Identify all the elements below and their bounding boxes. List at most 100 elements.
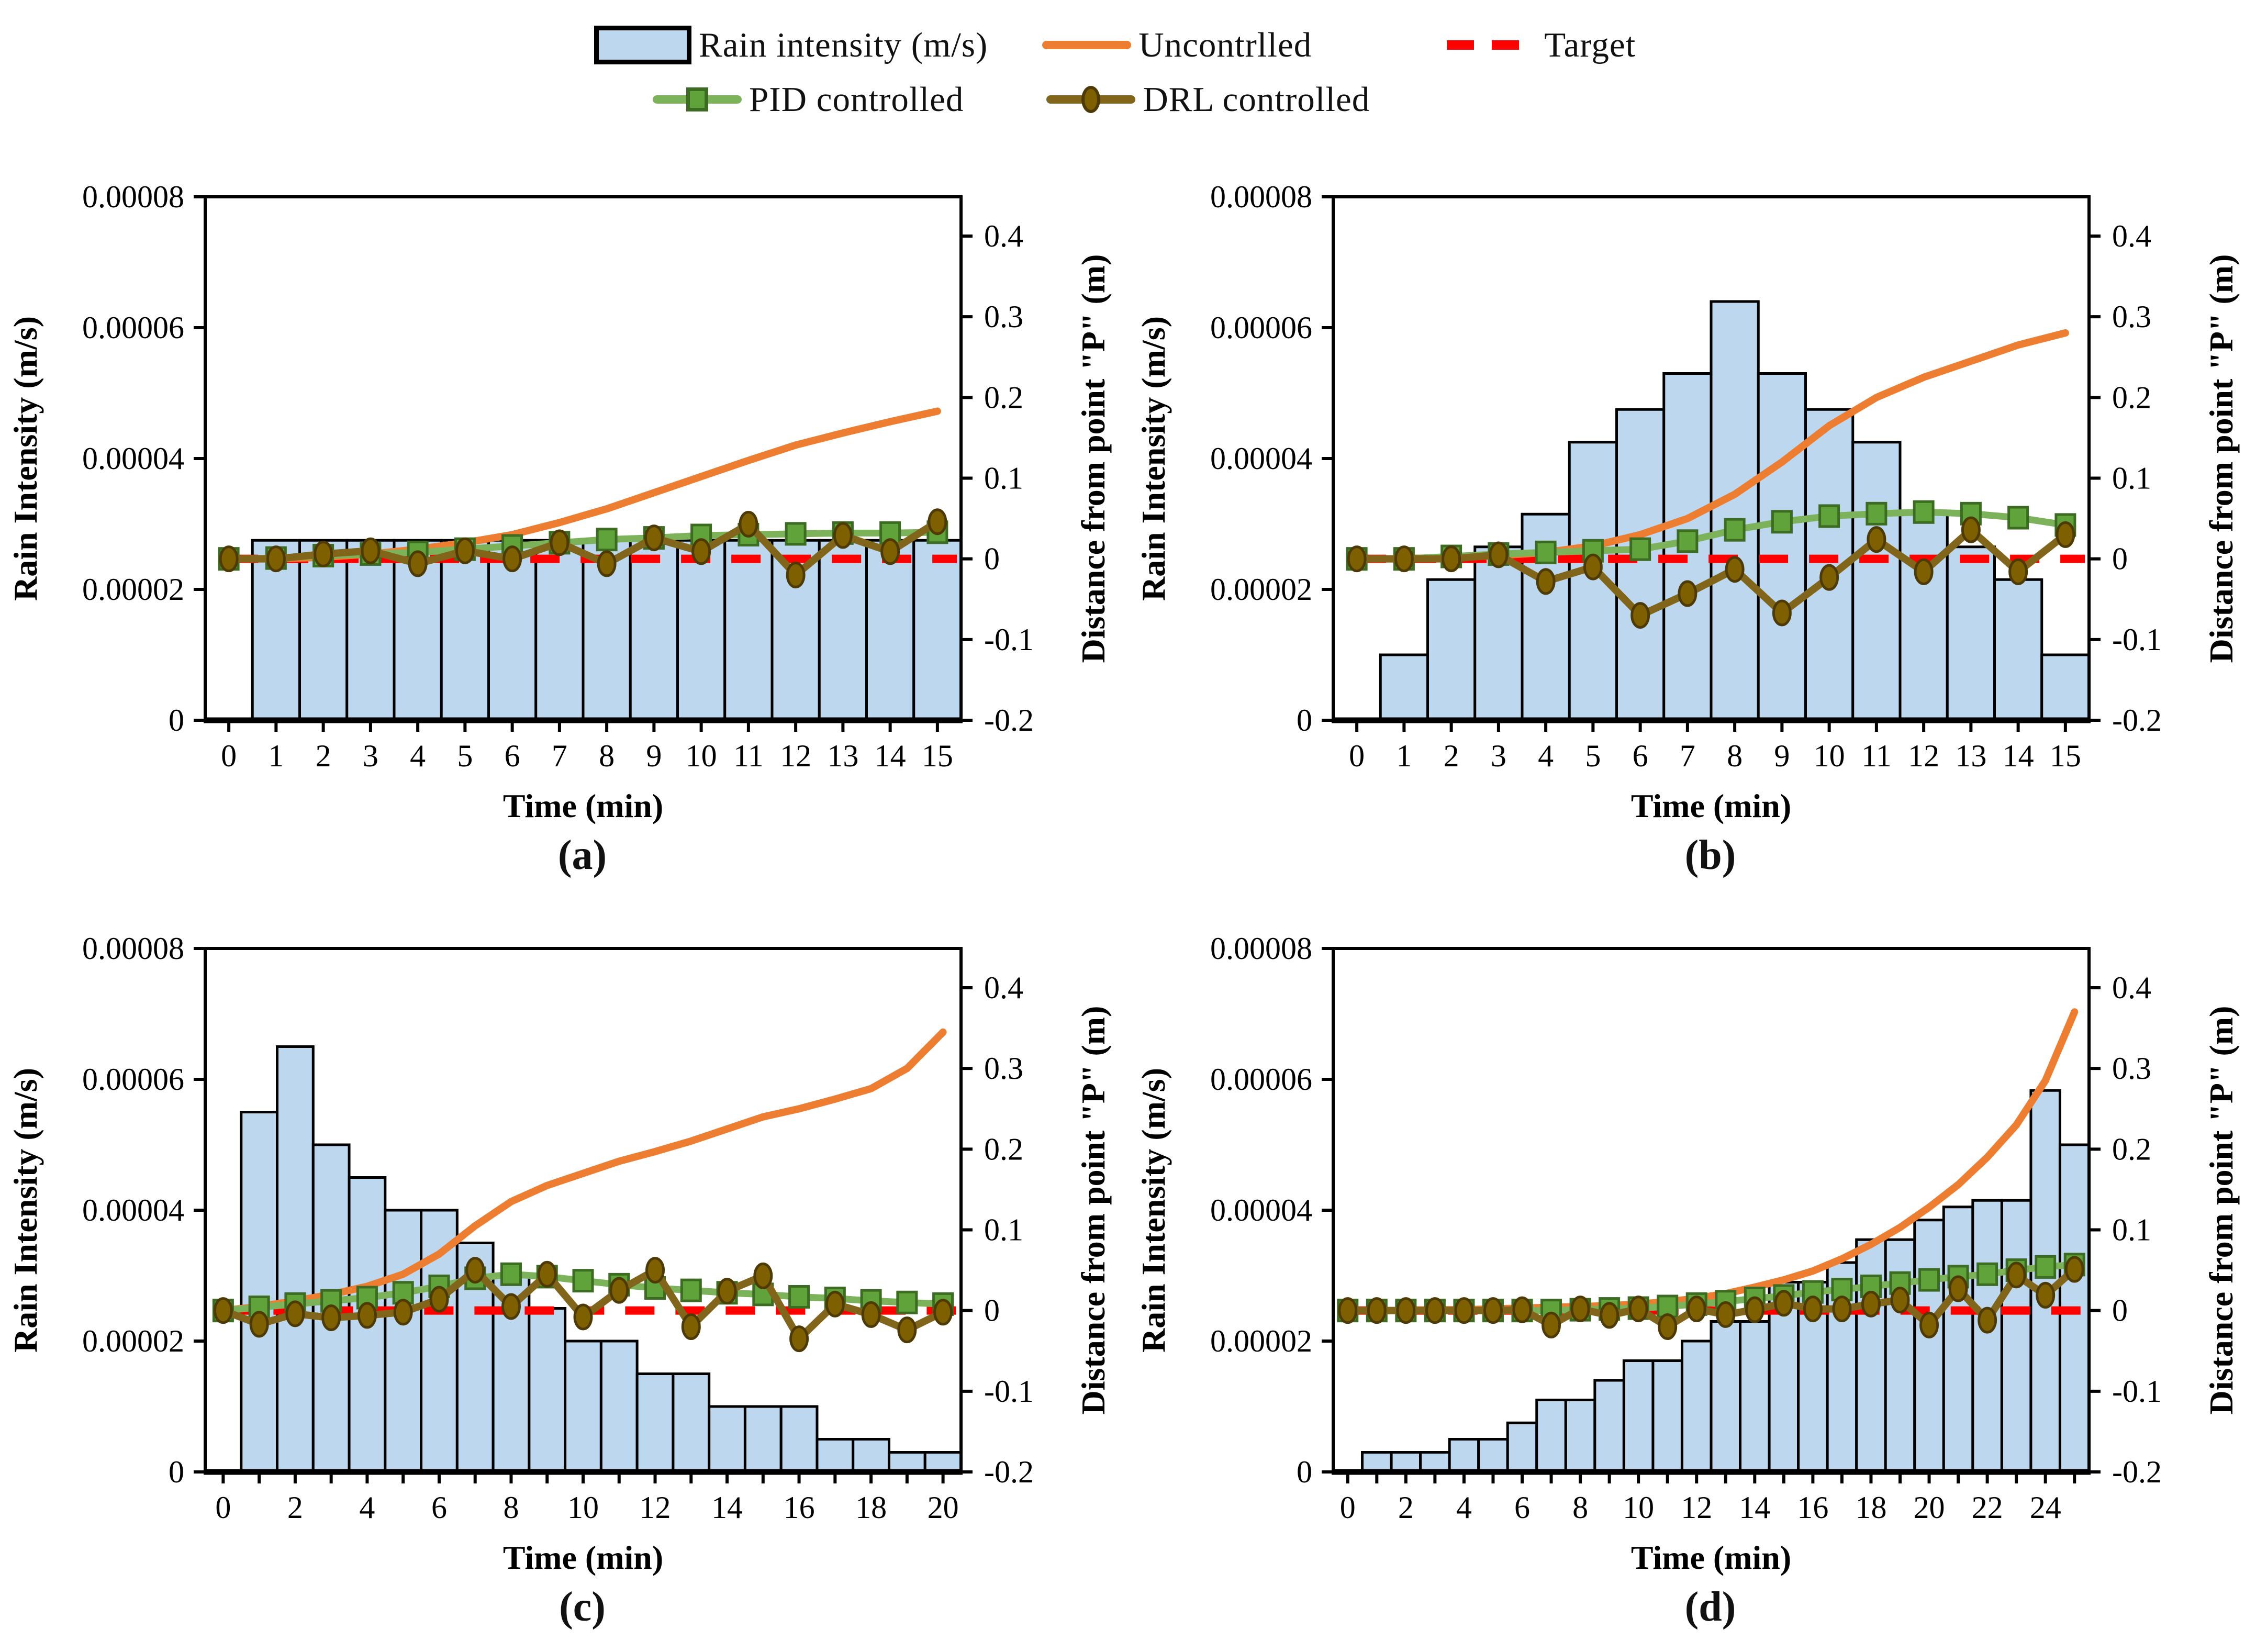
svg-text:16: 16 [1797,1490,1828,1525]
dashed-line-swatch-icon [1447,40,1537,50]
svg-text:12: 12 [1908,739,1939,773]
legend-item-uncontrolled: Uncontrlled [1042,25,1312,65]
panel-d: 0 0.00002 0.00004 0.00006 0.00008 -0.2 -0.1 0 0.… [1128,900,2256,1652]
svg-text:0: 0 [1349,739,1365,773]
svg-text:-0.2: -0.2 [2112,1455,2162,1489]
svg-text:6: 6 [505,739,520,773]
svg-text:12: 12 [1681,1490,1712,1525]
legend-row-1: Rain intensity (m/s) Uncontrlled Target [594,18,2256,72]
svg-text:0.3: 0.3 [2112,1051,2151,1086]
svg-text:0.1: 0.1 [984,461,1023,496]
line-circle-swatch-icon [1046,86,1136,113]
svg-text:10: 10 [1623,1490,1654,1525]
svg-text:3: 3 [363,739,378,773]
svg-text:Distance from point "P" (m): Distance from point "P" (m) [2203,1006,2240,1415]
svg-text:0.00006: 0.00006 [1210,310,1312,345]
svg-text:-0.1: -0.1 [984,1374,1034,1409]
svg-text:0.00004: 0.00004 [1210,1193,1312,1227]
panel-b-caption: (b) [1684,832,1736,878]
svg-text:20: 20 [928,1490,959,1525]
svg-text:Rain Intensity (m/s): Rain Intensity (m/s) [1135,1068,1172,1353]
svg-text:0.00006: 0.00006 [1210,1062,1312,1097]
panel-b-chart: 0 0.00002 0.00004 0.00006 0.00008 -0.2 -0.1 0 0.… [1135,180,2240,824]
svg-text:0: 0 [169,703,184,738]
svg-text:0.00002: 0.00002 [82,572,184,607]
svg-text:Rain Intensity (m/s): Rain Intensity (m/s) [7,316,44,601]
svg-text:Distance from point "P" (m): Distance from point "P" (m) [1075,254,1112,663]
svg-text:-0.1: -0.1 [984,622,1034,657]
svg-text:2: 2 [287,1490,303,1525]
svg-text:10: 10 [1814,739,1845,773]
svg-text:0.00002: 0.00002 [82,1324,184,1358]
panel-a: 0 0.00002 0.00004 0.00006 0.00008 -0.2 -0.1 0 0.… [0,149,1128,900]
svg-text:-0.1: -0.1 [2112,1374,2162,1409]
svg-text:12: 12 [780,739,811,773]
svg-text:5: 5 [1585,739,1601,773]
svg-text:18: 18 [855,1490,887,1525]
legend-label: Target [1544,25,1636,64]
svg-text:6: 6 [1633,739,1648,773]
svg-text:0: 0 [1297,703,1312,738]
legend-item-target: Target [1447,25,1636,65]
svg-text:0.3: 0.3 [984,1051,1023,1086]
svg-text:0.00008: 0.00008 [82,180,184,214]
svg-text:0: 0 [2112,542,2128,576]
svg-text:1: 1 [1396,739,1412,773]
svg-text:22: 22 [1972,1490,2003,1525]
panel-c: 0 0.00002 0.00004 0.00006 0.00008 -0.2 -0.1 0 0.… [0,900,1128,1652]
svg-text:9: 9 [646,739,662,773]
circle-marker-icon [1081,86,1101,113]
svg-text:10: 10 [686,739,717,773]
svg-text:4: 4 [1456,1490,1472,1525]
svg-text:14: 14 [2003,739,2034,773]
panel-a-caption: (a) [557,832,607,878]
legend-item-pid: PID controlled [653,80,964,120]
svg-text:8: 8 [1572,1490,1588,1525]
svg-text:-0.1: -0.1 [2112,622,2162,657]
svg-text:0.3: 0.3 [984,299,1023,334]
svg-text:0: 0 [1297,1455,1312,1489]
svg-text:7: 7 [1680,739,1695,773]
svg-text:0.2: 0.2 [2112,380,2151,415]
svg-text:14: 14 [875,739,906,773]
svg-text:11: 11 [733,739,764,773]
svg-text:0.2: 0.2 [2112,1132,2151,1166]
svg-text:0: 0 [984,1293,1000,1328]
svg-text:12: 12 [640,1490,671,1525]
svg-text:8: 8 [1727,739,1743,773]
svg-text:0.4: 0.4 [2112,970,2151,1005]
svg-text:0.1: 0.1 [2112,461,2151,496]
svg-text:0.00002: 0.00002 [1210,1324,1312,1358]
svg-text:Distance from point "P" (m): Distance from point "P" (m) [2203,254,2240,663]
svg-text:Time (min): Time (min) [503,1539,663,1576]
svg-text:-0.2: -0.2 [984,1455,1034,1489]
svg-text:0: 0 [215,1490,231,1525]
panel-d-caption: (d) [1684,1584,1736,1630]
svg-text:0.00002: 0.00002 [1210,572,1312,607]
svg-text:0.00004: 0.00004 [1210,441,1312,476]
svg-text:4: 4 [410,739,426,773]
svg-text:9: 9 [1774,739,1790,773]
panel-a-chart: 0 0.00002 0.00004 0.00006 0.00008 -0.2 -0.1 0 0.… [7,180,1112,824]
panel-c-caption: (c) [559,1584,606,1630]
svg-text:13: 13 [1955,739,1986,773]
svg-text:14: 14 [711,1490,743,1525]
svg-text:6: 6 [431,1490,447,1525]
legend-label: Uncontrlled [1138,25,1312,64]
panels-grid: 0 0.00002 0.00004 0.00006 0.00008 -0.2 -0.1 0 0.… [0,149,2256,1652]
legend-item-rain-intensity: Rain intensity (m/s) [594,25,988,65]
svg-text:Rain Intensity (m/s): Rain Intensity (m/s) [1135,316,1172,601]
svg-text:0.1: 0.1 [2112,1213,2151,1247]
svg-text:0.00006: 0.00006 [82,1062,184,1097]
bar-swatch-icon [594,26,691,64]
svg-text:0.1: 0.1 [984,1213,1023,1247]
svg-text:4: 4 [1538,739,1554,773]
svg-text:0: 0 [169,1455,184,1489]
svg-text:2: 2 [316,739,331,773]
svg-text:5: 5 [457,739,473,773]
svg-text:8: 8 [503,1490,519,1525]
svg-text:Time (min): Time (min) [503,787,663,824]
svg-text:13: 13 [827,739,858,773]
svg-text:0: 0 [2112,1293,2128,1328]
legend-label: DRL controlled [1143,80,1370,119]
